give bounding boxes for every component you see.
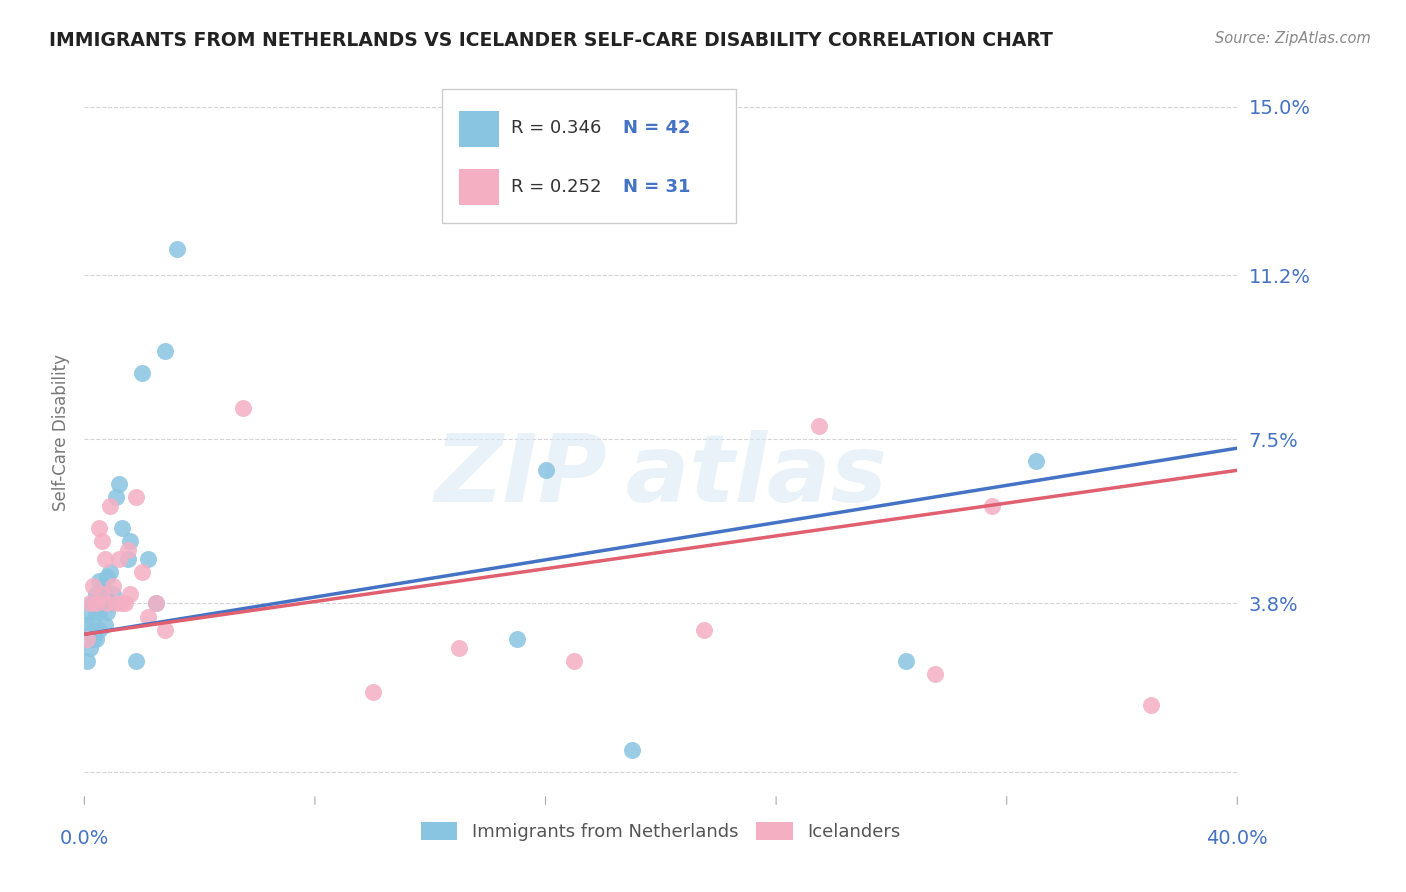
Point — [103, 578, 124, 592]
Point — [693, 623, 716, 637]
Text: R = 0.346: R = 0.346 — [510, 119, 602, 136]
Point — [96, 570, 118, 584]
Point — [136, 609, 159, 624]
Text: 40.0%: 40.0% — [1206, 830, 1268, 848]
Point — [93, 596, 115, 610]
Point — [120, 587, 142, 601]
Point — [808, 419, 831, 434]
Point — [120, 534, 142, 549]
Point — [76, 632, 98, 646]
Point — [153, 343, 176, 358]
Point — [136, 552, 159, 566]
Point — [84, 605, 107, 619]
Text: Source: ZipAtlas.com: Source: ZipAtlas.com — [1215, 31, 1371, 46]
Point — [145, 596, 167, 610]
FancyBboxPatch shape — [460, 112, 499, 147]
Point — [117, 543, 139, 558]
Point — [82, 578, 104, 592]
Point — [981, 499, 1004, 513]
Point — [84, 632, 107, 646]
FancyBboxPatch shape — [460, 169, 499, 205]
Point — [82, 596, 104, 610]
Point — [84, 596, 107, 610]
Point — [125, 490, 148, 504]
Point — [111, 596, 134, 610]
Point — [82, 614, 104, 628]
Point — [98, 596, 121, 610]
FancyBboxPatch shape — [441, 89, 735, 223]
Y-axis label: Self-Care Disability: Self-Care Disability — [52, 354, 70, 511]
Point — [145, 596, 167, 610]
Point — [111, 521, 134, 535]
Point — [534, 463, 557, 477]
Point — [90, 596, 112, 610]
Point — [449, 640, 471, 655]
Point — [564, 654, 586, 668]
Point — [79, 627, 101, 641]
Point — [103, 587, 124, 601]
Point — [76, 618, 98, 632]
Point — [153, 623, 176, 637]
Point — [117, 552, 139, 566]
Text: IMMIGRANTS FROM NETHERLANDS VS ICELANDER SELF-CARE DISABILITY CORRELATION CHART: IMMIGRANTS FROM NETHERLANDS VS ICELANDER… — [49, 31, 1053, 50]
Point — [108, 476, 131, 491]
Point — [131, 366, 153, 380]
Point — [98, 499, 121, 513]
Point — [90, 534, 112, 549]
Point — [114, 596, 136, 610]
Point — [79, 605, 101, 619]
Point — [131, 566, 153, 580]
Point — [79, 640, 101, 655]
Point — [87, 623, 110, 637]
Point — [79, 596, 101, 610]
Point — [96, 605, 118, 619]
Point — [96, 596, 118, 610]
Text: N = 31: N = 31 — [623, 178, 690, 196]
Point — [506, 632, 529, 646]
Point — [93, 618, 115, 632]
Text: N = 42: N = 42 — [623, 119, 690, 136]
Point — [90, 578, 112, 592]
Point — [232, 401, 254, 416]
Point — [87, 596, 110, 610]
Point — [621, 742, 644, 756]
Point — [87, 574, 110, 588]
Point — [105, 490, 128, 504]
Point — [1140, 698, 1163, 713]
Legend: Immigrants from Netherlands, Icelanders: Immigrants from Netherlands, Icelanders — [412, 813, 910, 850]
Point — [93, 552, 115, 566]
Point — [90, 587, 112, 601]
Point — [924, 667, 946, 681]
Point — [87, 605, 110, 619]
Text: ZIP atlas: ZIP atlas — [434, 430, 887, 522]
Point — [82, 632, 104, 646]
Point — [361, 685, 384, 699]
Point — [166, 242, 188, 256]
Point — [87, 521, 110, 535]
Point — [108, 552, 131, 566]
Point — [894, 654, 917, 668]
Point — [82, 596, 104, 610]
Point — [93, 587, 115, 601]
Text: R = 0.252: R = 0.252 — [510, 178, 602, 196]
Point — [98, 566, 121, 580]
Point — [125, 654, 148, 668]
Point — [105, 596, 128, 610]
Point — [76, 654, 98, 668]
Text: 0.0%: 0.0% — [59, 830, 110, 848]
Point — [84, 587, 107, 601]
Point — [1025, 454, 1047, 468]
